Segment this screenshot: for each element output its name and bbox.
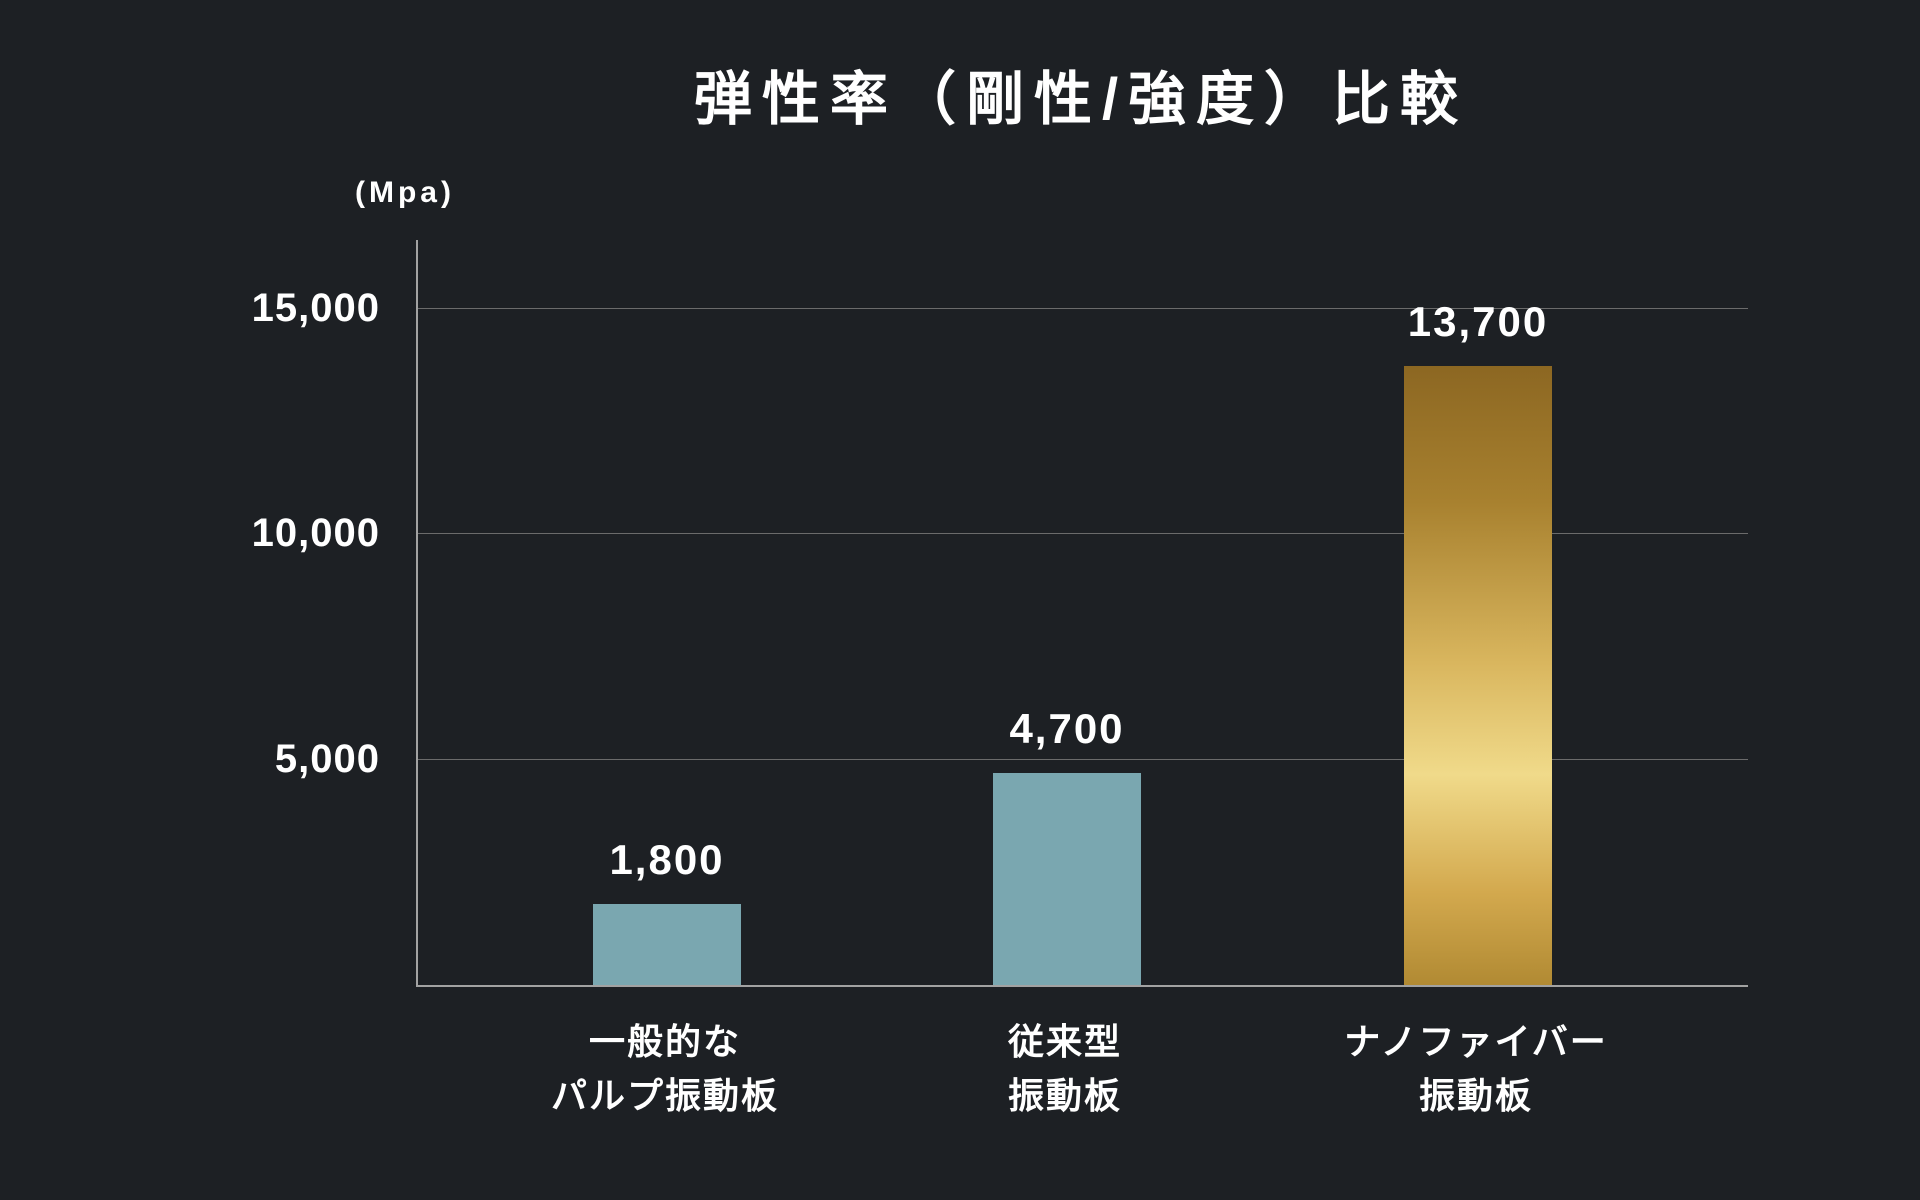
gridlines xyxy=(418,240,1748,985)
bar-category-label: ナノファイバー 振動板 xyxy=(1344,1021,1608,1116)
y-tick-label: 10,000 xyxy=(251,511,380,556)
y-tick-label: 5,000 xyxy=(274,737,380,782)
bar-value-label: 1,800 xyxy=(609,835,725,883)
bar-category-label: 一般的な パルプ振動板 xyxy=(550,1021,779,1116)
bar-value-label: 4,700 xyxy=(1009,704,1125,752)
chart-title: 弾性率（剛性/強度）比較 xyxy=(693,67,1469,132)
plot-area: 1,800 4,700 13,700 xyxy=(416,240,1748,987)
bar-category-label: 従来型 振動板 xyxy=(1007,1021,1122,1116)
bar xyxy=(1404,366,1552,985)
bar xyxy=(993,772,1141,985)
y-axis-unit-label: (Mpa) xyxy=(355,176,455,209)
bar-value-label: 13,700 xyxy=(1407,298,1549,346)
bar-series: 1,800 4,700 13,700 xyxy=(418,240,1748,985)
y-tick-label: 15,000 xyxy=(251,285,380,330)
gridline xyxy=(418,533,1748,535)
gridline xyxy=(418,307,1748,309)
gridline xyxy=(418,759,1748,761)
bar xyxy=(593,903,741,985)
